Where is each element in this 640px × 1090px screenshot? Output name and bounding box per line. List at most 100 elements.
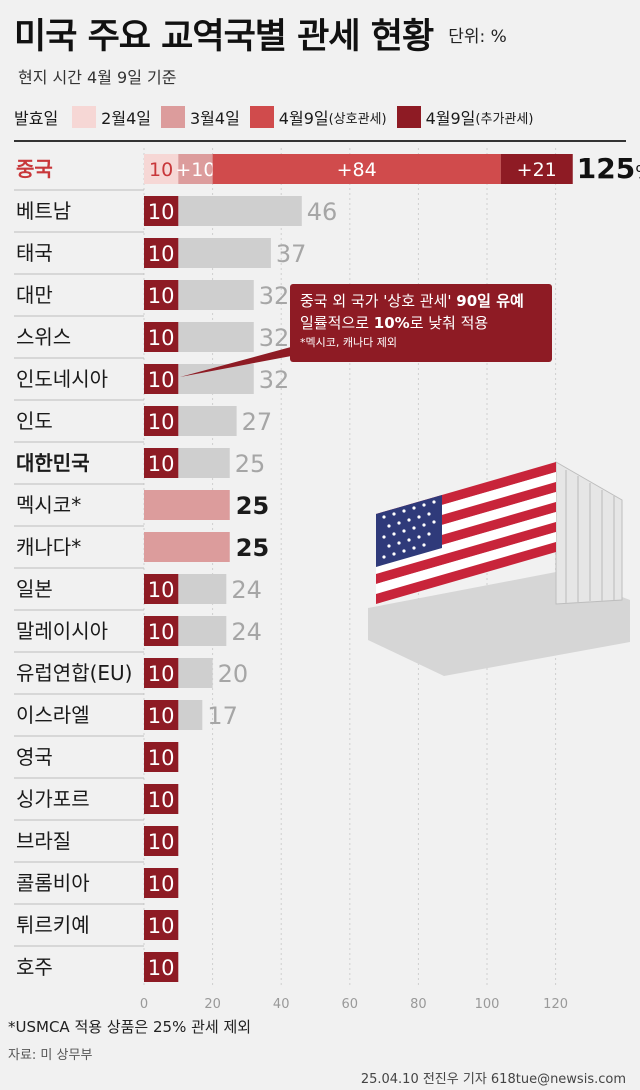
country-label: 영국 [16, 745, 53, 769]
bar-base [144, 910, 179, 940]
country-label: 인도 [16, 409, 53, 433]
segment-label: 10 [149, 159, 173, 181]
bar-segment [144, 490, 230, 520]
callout-box: 중국 외 국가 '상호 관세' 90일 유예 일률적으로 10%로 낮춰 적용 … [290, 284, 552, 362]
bar-base [144, 238, 179, 268]
callout-note: *멕시코, 캐나다 제외 [300, 336, 397, 349]
total-label: 25 [235, 450, 266, 478]
country-label: 대한민국 [16, 451, 90, 475]
x-tick-label: 0 [140, 997, 148, 1012]
bar-base [144, 280, 179, 310]
legend-divider [14, 140, 626, 142]
total-label: 27 [242, 408, 273, 436]
row-separators [14, 189, 144, 947]
total-label: 25 [236, 492, 269, 520]
base-label: 10 [148, 410, 175, 434]
total-label: 125% [577, 152, 640, 185]
base-label: 10 [148, 368, 175, 392]
country-label: 브라질 [16, 829, 71, 853]
legend-label: 2월4일 [101, 109, 151, 128]
legend-label: 4월9일 [425, 109, 476, 128]
bar-increase [178, 196, 302, 226]
base-label: 10 [148, 326, 175, 350]
x-tick-label: 40 [273, 997, 290, 1012]
segment-label: +10 [175, 159, 215, 181]
flag-stars [382, 500, 436, 559]
bar-increase [178, 658, 213, 688]
legend: 발효일 2월4일 3월4일 4월9일 (상호관세) 4월9일 (추가관세) [14, 102, 543, 132]
bar-increase [178, 700, 203, 730]
base-label: 10 [148, 830, 175, 854]
legend-item-mar4: 3월4일 [160, 105, 240, 129]
base-label: 10 [148, 746, 175, 770]
bar-base [144, 448, 179, 478]
bar-segment [144, 532, 230, 562]
segment-label: +84 [337, 159, 377, 181]
bar-increase [178, 322, 254, 352]
base-label: 10 [148, 620, 175, 644]
legend-swatch [396, 106, 421, 128]
bar-segment [178, 154, 213, 184]
base-label: 10 [148, 242, 175, 266]
country-label: 말레이시아 [16, 619, 108, 643]
base-label: 10 [148, 200, 175, 224]
country-label: 유럽연합(EU) [16, 661, 132, 685]
bar-base [144, 574, 179, 604]
total-label: 32 [259, 324, 290, 352]
legend-swatch [72, 106, 97, 128]
callout-text: 로 낮춰 적용 [409, 314, 489, 332]
country-label: 인도네시아 [16, 367, 108, 391]
bar-base [144, 826, 179, 856]
callout-line2: 일률적으로 10%로 낮춰 적용 [300, 312, 542, 334]
bar-base [144, 322, 179, 352]
bar-base [144, 784, 179, 814]
legend-label: 4월9일 [278, 109, 329, 128]
bar-base [144, 658, 179, 688]
x-tick-label: 120 [543, 997, 568, 1012]
callout-pointer [180, 344, 302, 377]
bar-base [144, 406, 179, 436]
bar-increase [178, 406, 237, 436]
bar-increase [178, 574, 227, 604]
base-label: 10 [148, 956, 175, 980]
bar-base [144, 616, 179, 646]
footnote: *USMCA 적용 상품은 25% 관세 제외 [8, 1018, 252, 1036]
x-axis-ticks: 0 20 40 60 80 100 120 [140, 997, 568, 1012]
container-side [555, 461, 623, 605]
base-label: 10 [148, 662, 175, 686]
total-suffix: % [635, 162, 640, 183]
country-label: 태국 [16, 241, 53, 265]
total-label: 32 [259, 366, 290, 394]
country-label: 이스라엘 [16, 703, 90, 727]
country-label: 멕시코* [16, 493, 81, 517]
base-label: 10 [148, 452, 175, 476]
country-label: 호주 [16, 955, 53, 979]
bar-base [144, 364, 179, 394]
callout-text: 중국 외 국가 '상호 관세' [300, 292, 457, 310]
base-label: 10 [148, 788, 175, 812]
x-tick-label: 60 [342, 997, 359, 1012]
x-tick-label: 80 [410, 997, 427, 1012]
base-label: 10 [148, 578, 175, 602]
bar-base [144, 196, 179, 226]
header: 미국 주요 교역국별 관세 현황 단위: % [14, 8, 634, 59]
bar-increase [178, 280, 254, 310]
bar-increase [178, 448, 230, 478]
flag-canton [376, 495, 442, 567]
callout-emphasis: 10% [373, 314, 410, 332]
country-label: 캐나다* [16, 535, 81, 559]
bar-base [144, 700, 179, 730]
legend-swatch [160, 106, 185, 128]
country-label: 스위스 [16, 325, 71, 349]
x-tick-label: 20 [204, 997, 221, 1012]
x-tick-label: 100 [475, 997, 500, 1012]
bar-base [144, 742, 179, 772]
total-label: 25 [236, 534, 269, 562]
callout-text: 일률적으로 [300, 314, 374, 332]
country-label: 튀르키예 [16, 913, 90, 937]
legend-sublabel: (상호관세) [328, 111, 387, 127]
legend-item-apr9-reciprocal: 4월9일 (상호관세) [249, 105, 387, 129]
chart-title: 미국 주요 교역국별 관세 현황 [14, 17, 434, 57]
total-label: 46 [307, 198, 338, 226]
